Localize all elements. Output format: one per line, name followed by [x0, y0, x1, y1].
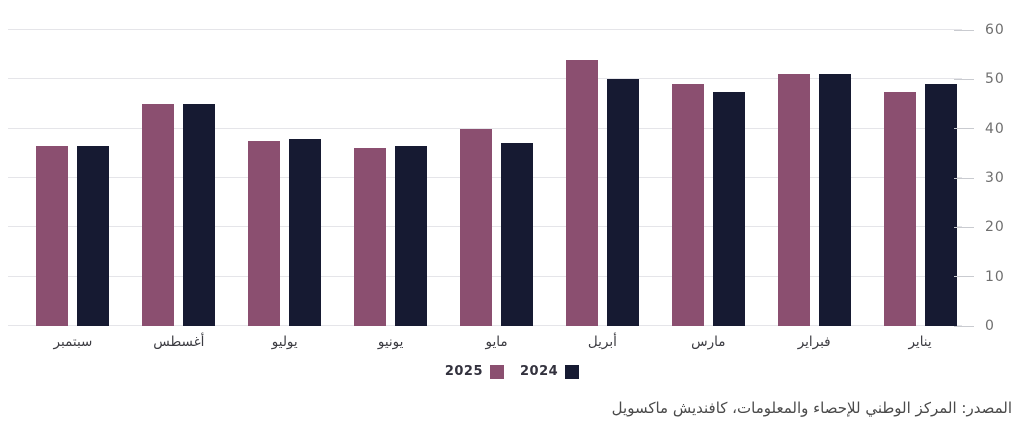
y-axis-tick-30: 30: [954, 170, 1024, 186]
bar-2025: [883, 91, 916, 326]
bar-group-8: [867, 30, 973, 326]
bar-2024: [395, 145, 428, 326]
x-axis-label-8: يناير: [908, 334, 932, 350]
y-axis-tick-label: 30: [985, 170, 1005, 186]
plot-area: [8, 29, 962, 326]
y-axis-tick-10: 10: [954, 269, 1024, 285]
bar-group-7: [761, 30, 867, 326]
source-note: المصدر: المركز الوطني للإحصاء والمعلومات…: [611, 399, 1012, 417]
bar-2024: [501, 143, 533, 326]
y-axis-tick-mark: [954, 226, 974, 228]
legend-label-2024: 2024: [520, 364, 559, 379]
x-axis: سبتمبر أغسطس يوليو يونيو مايو أبريل مارس فبراير…: [8, 334, 973, 350]
y-axis-tick-40: 40: [954, 121, 1024, 137]
legend-swatch-2025: [490, 364, 504, 379]
bar-group-2: [232, 30, 338, 326]
y-axis-tick-mark: [954, 177, 974, 179]
x-axis-label-6: مارس: [691, 334, 726, 350]
y-axis-tick-label: 60: [985, 22, 1005, 38]
bar-group-5: [549, 30, 655, 326]
y-axis-tick-mark: [954, 128, 974, 130]
gridline-40: [8, 127, 962, 129]
y-axis-tick-0: 0: [954, 318, 1024, 334]
gridline-50: [8, 78, 962, 80]
y-axis-tick-label: 0: [985, 318, 995, 334]
bar-group-1: [126, 30, 232, 326]
y-axis-tick-mark: [954, 276, 974, 278]
x-axis-label-5: أبريل: [587, 334, 617, 350]
bar-group-0: [20, 30, 126, 326]
bar-2024: [712, 91, 745, 326]
bar-2025: [671, 84, 704, 326]
y-axis-tick-50: 50: [954, 71, 1024, 87]
bar-2025: [460, 128, 492, 326]
legend-label-2025: 2025: [444, 364, 483, 379]
legend-item-2025: 2025: [445, 364, 504, 379]
bar-2025: [777, 74, 810, 326]
x-axis-label-1: أغسطس: [153, 334, 205, 350]
bar-2024: [183, 104, 216, 326]
x-axis-label-2: يوليو: [271, 334, 298, 350]
bar-2025: [36, 145, 69, 326]
y-axis-tick-label: 40: [985, 120, 1005, 137]
bar-2025: [354, 148, 387, 326]
x-axis-label-7: فبراير: [797, 334, 831, 350]
bar-group-3: [338, 30, 444, 326]
bar-2024: [606, 79, 639, 326]
legend-item-2024: 2024: [520, 364, 580, 379]
y-axis-tick-20: 20: [954, 219, 1024, 235]
bar-2024: [77, 145, 110, 326]
bar-2024: [924, 84, 957, 326]
y-axis-tick-label: 10: [985, 268, 1005, 285]
y-axis-tick-mark: [954, 29, 974, 31]
bar-2024: [289, 138, 322, 326]
legend: 2025 2024: [0, 364, 1024, 379]
legend-swatch-2024: [565, 364, 580, 379]
y-axis-tick-label: 50: [985, 71, 1005, 88]
x-axis-label-4: مايو: [485, 334, 508, 350]
gridline-60: [8, 29, 962, 30]
y-axis-tick-mark: [954, 78, 974, 80]
x-axis-label-3: يونيو: [377, 334, 404, 350]
y-axis-tick-mark: [954, 325, 974, 327]
bar-2025: [248, 141, 281, 326]
bar-groups: [8, 30, 973, 326]
bar-group-4: [444, 30, 550, 326]
bar-2025: [142, 104, 175, 326]
bar-2025: [565, 59, 598, 326]
y-axis-tick-60: 60: [954, 22, 1024, 38]
x-axis-label-0: سبتمبر: [53, 334, 93, 350]
bar-group-6: [655, 30, 761, 326]
y-axis-tick-label: 20: [985, 219, 1005, 236]
bar-2024: [818, 74, 851, 326]
